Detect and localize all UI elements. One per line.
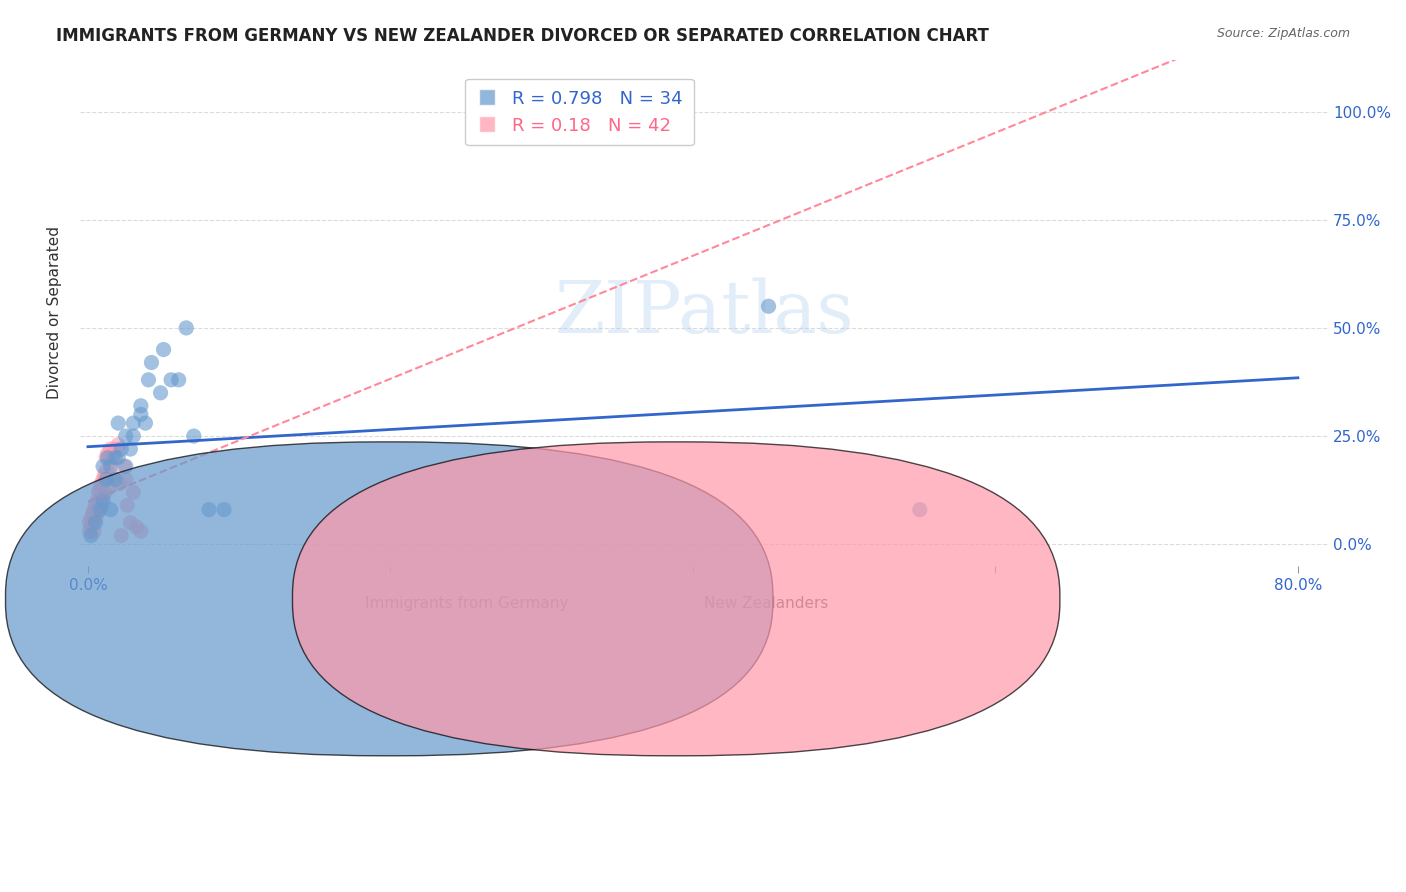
Text: Source: ZipAtlas.com: Source: ZipAtlas.com (1216, 27, 1350, 40)
Point (100, 459, 122, 474)
Point (120, 516, 142, 530)
Point (141, 355, 163, 369)
Point (101, 450, 124, 465)
Point (104, 450, 127, 465)
Point (94, 450, 117, 465)
Point (122, 429, 145, 443)
Point (120, 442, 142, 456)
Text: New Zealanders: New Zealanders (704, 596, 828, 611)
Text: ZIPatlas: ZIPatlas (554, 277, 853, 348)
Point (84, 499, 107, 513)
Point (129, 399, 152, 413)
Point (107, 416, 129, 430)
Point (93, 468, 115, 483)
Point (149, 385, 172, 400)
Point (138, 373, 160, 387)
Point (94, 464, 117, 478)
Point (174, 321, 197, 335)
Point (117, 499, 139, 513)
Point (82, 516, 104, 530)
Point (160, 373, 183, 387)
Point (89, 494, 111, 508)
Text: Immigrants from Germany: Immigrants from Germany (366, 596, 569, 611)
Point (89, 502, 111, 516)
Point (110, 442, 132, 456)
Point (83, 524, 105, 539)
Point (114, 459, 136, 474)
Point (107, 450, 129, 465)
Point (91, 494, 114, 508)
Point (101, 468, 124, 483)
Point (129, 524, 152, 539)
FancyBboxPatch shape (6, 442, 773, 756)
Point (114, 472, 136, 486)
Text: IMMIGRANTS FROM GERMANY VS NEW ZEALANDER DIVORCED OR SEPARATED CORRELATION CHART: IMMIGRANTS FROM GERMANY VS NEW ZEALANDER… (56, 27, 988, 45)
Y-axis label: Divorced or Separated: Divorced or Separated (46, 227, 62, 400)
Point (134, 416, 156, 430)
Point (908, 502, 931, 516)
Legend: R = 0.798   N = 34, R = 0.18   N = 42: R = 0.798 N = 34, R = 0.18 N = 42 (465, 78, 693, 145)
Point (87, 485, 110, 500)
Point (97, 450, 120, 465)
Point (91, 459, 114, 474)
Point (79, 516, 101, 530)
Point (84, 516, 107, 530)
Point (167, 373, 190, 387)
Point (100, 502, 122, 516)
Point (97, 446, 120, 460)
Point (110, 528, 132, 542)
Point (84, 511, 107, 525)
Point (114, 429, 136, 443)
Point (86, 494, 108, 508)
Point (90, 476, 112, 491)
Point (122, 485, 145, 500)
Point (89, 481, 111, 495)
Point (80, 528, 103, 542)
Point (758, 299, 780, 313)
Point (100, 442, 122, 456)
Point (122, 416, 145, 430)
Point (100, 455, 122, 469)
Point (80, 511, 103, 525)
Point (79, 524, 101, 539)
Point (104, 442, 127, 456)
Point (94, 472, 117, 486)
Point (112, 459, 135, 474)
FancyBboxPatch shape (292, 442, 1060, 756)
Point (86, 507, 108, 521)
Point (80, 520, 103, 534)
Point (183, 429, 205, 443)
Point (83, 502, 105, 516)
Point (212, 502, 235, 516)
Point (104, 472, 127, 486)
Point (91, 472, 114, 486)
Point (198, 502, 221, 516)
Point (93, 485, 115, 500)
Point (129, 408, 152, 422)
Point (91, 490, 114, 504)
Point (108, 476, 131, 491)
Point (103, 446, 125, 460)
Point (90, 499, 112, 513)
Point (152, 343, 174, 357)
Point (107, 438, 129, 452)
Point (82, 507, 104, 521)
Point (125, 520, 148, 534)
Point (98, 481, 121, 495)
Point (87, 502, 110, 516)
